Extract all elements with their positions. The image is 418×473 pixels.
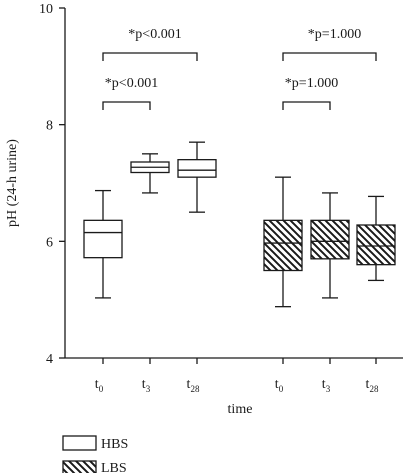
box-hbs-t3 — [130, 153, 170, 194]
box-lbs-t28 — [356, 195, 396, 282]
x-axis-label: time — [228, 402, 253, 417]
significance-label: *p=1.000 — [308, 27, 361, 42]
x-tick-label: t3 — [142, 377, 151, 394]
legend-item-lbs: LBS — [62, 460, 127, 473]
legend-swatch-plain — [62, 435, 97, 451]
significance-label: *p<0.001 — [105, 76, 158, 91]
legend-item-hbs: HBS — [62, 435, 128, 452]
x-tick-subscript: 28 — [369, 384, 379, 394]
y-ticks: 4 6 8 10 — [39, 2, 65, 367]
significance-annotation: *p<0.001 — [102, 27, 198, 61]
legend-label-lbs: LBS — [101, 461, 127, 473]
significance-bracket — [282, 101, 331, 110]
y-tick-label: 6 — [46, 235, 53, 250]
y-tick-label: 4 — [46, 352, 53, 367]
y-tick-label: 10 — [39, 2, 53, 17]
x-tick-subscript: 28 — [190, 384, 200, 394]
legend: HBS LBS — [62, 435, 128, 473]
x-tick-label: t3 — [322, 377, 331, 394]
box-hbs-t28 — [177, 141, 217, 213]
box-iqr — [263, 219, 303, 272]
x-tick-subscript: 0 — [99, 384, 104, 394]
legend-swatch-hatched — [62, 460, 97, 473]
box-iqr — [310, 219, 350, 260]
boxes — [83, 141, 396, 308]
legend-label-hbs: HBS — [101, 437, 128, 452]
x-tick-label: t0 — [275, 377, 284, 394]
y-axis-label: pH (24-h urine) — [5, 139, 20, 227]
significance-annotation: *p<0.001 — [102, 76, 158, 110]
annotations: *p<0.001 *p<0.001 *p=1.000 *p=1.000 — [102, 27, 377, 110]
significance-label: *p<0.001 — [128, 27, 181, 42]
box-iqr — [83, 219, 123, 259]
x-tick-subscript: 0 — [279, 384, 284, 394]
x-ticks: t0 t3 t28 t0 t3 t28 — [95, 358, 379, 394]
box-lbs-t0 — [263, 176, 303, 308]
box-iqr — [177, 159, 217, 178]
axes — [64, 8, 403, 359]
significance-bracket — [102, 101, 151, 110]
box-iqr — [356, 224, 396, 266]
x-tick-label: t0 — [95, 377, 104, 394]
x-tick-label: t28 — [366, 377, 379, 394]
significance-label: *p=1.000 — [285, 76, 338, 91]
x-tick-subscript: 3 — [326, 384, 331, 394]
y-tick-label: 8 — [46, 119, 53, 134]
box-lbs-t3 — [310, 192, 350, 299]
x-tick-label: t28 — [187, 377, 200, 394]
significance-annotation: *p=1.000 — [282, 27, 377, 61]
significance-bracket — [282, 52, 377, 61]
significance-annotation: *p=1.000 — [282, 76, 338, 110]
significance-bracket — [102, 52, 198, 61]
box-hbs-t0 — [83, 189, 123, 299]
x-tick-subscript: 3 — [146, 384, 151, 394]
